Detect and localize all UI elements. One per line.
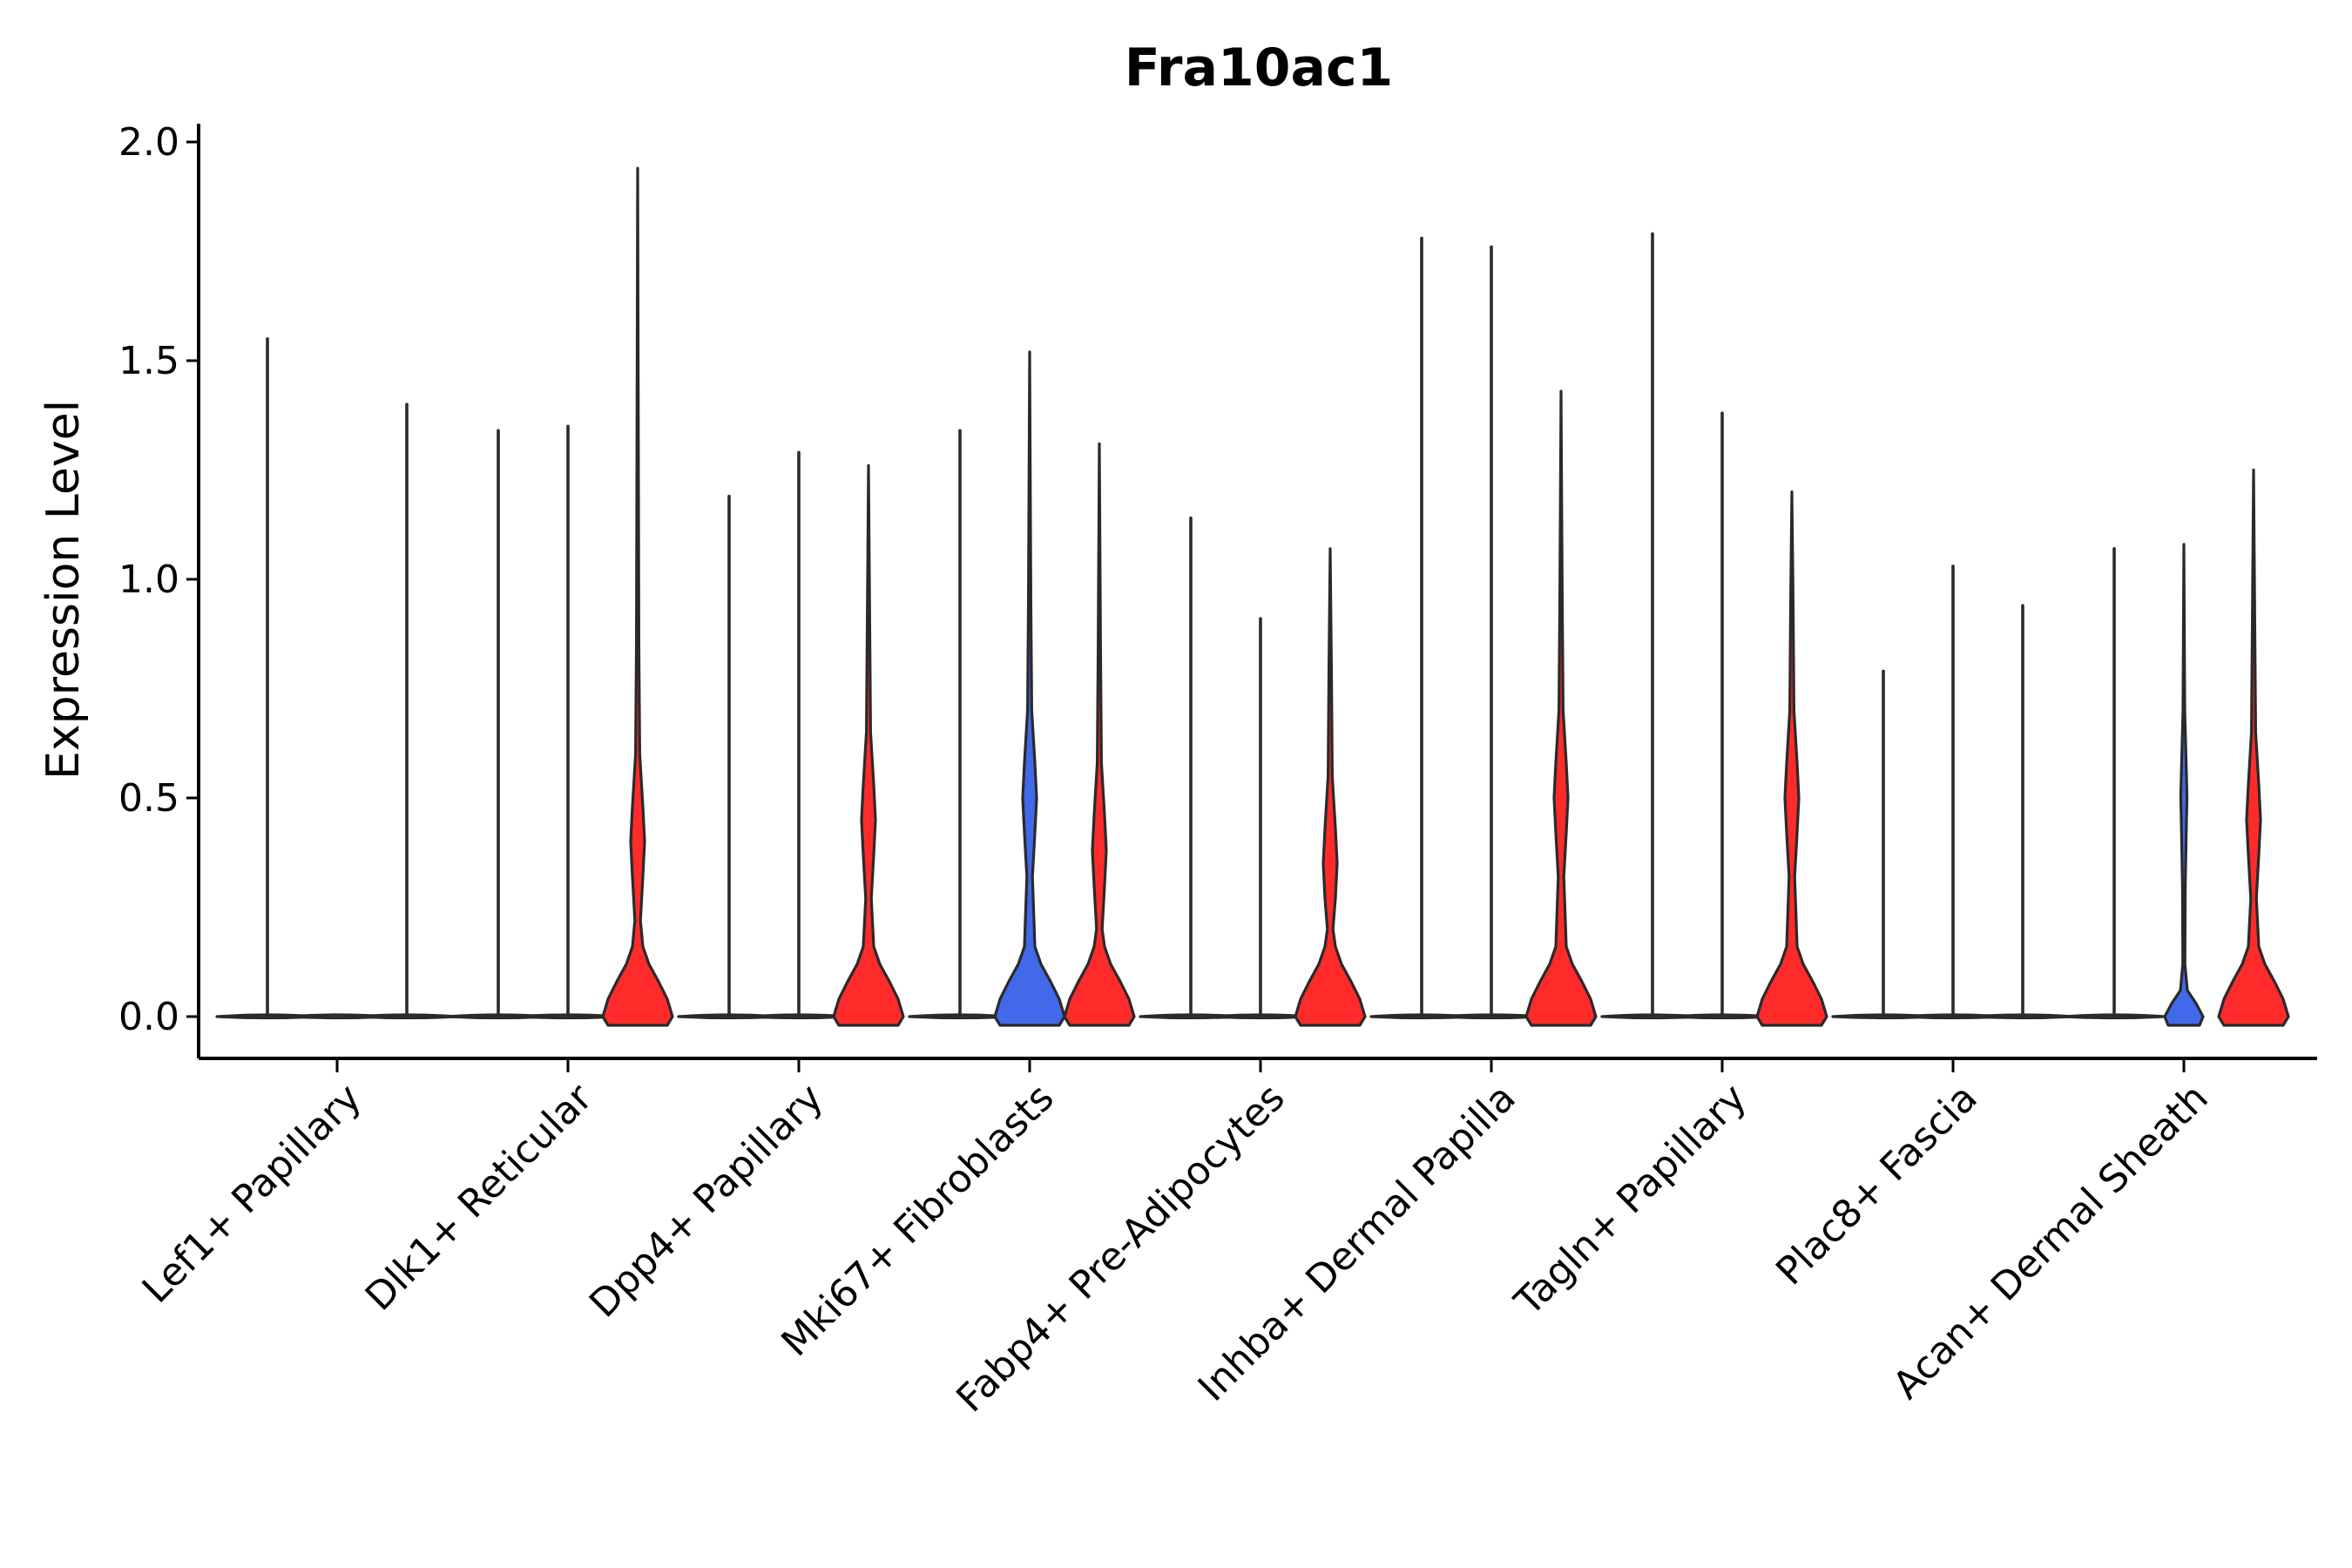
- violin-group: [1831, 564, 2075, 1020]
- chart-title: Fra10ac1: [1125, 37, 1394, 98]
- plot-area: [215, 166, 2290, 1027]
- violin-shape: [601, 166, 674, 1027]
- violin-group: [446, 166, 674, 1027]
- y-tick-label: 2.0: [118, 120, 179, 165]
- violin-shape: [1524, 389, 1598, 1027]
- x-tick-label: Dlk1+ Reticular: [357, 1075, 602, 1320]
- violin-shape: [1294, 547, 1367, 1027]
- y-tick-label: 1.5: [118, 339, 179, 383]
- violin-group: [215, 337, 459, 1020]
- x-tick-label: Dpp4+ Papillary: [581, 1076, 832, 1327]
- violin-shape: [2217, 468, 2290, 1027]
- violin-shape: [993, 350, 1066, 1027]
- violin-shape: [1063, 442, 1136, 1027]
- violin-shape: [2163, 543, 2205, 1027]
- violin-shape: [1755, 490, 1828, 1027]
- y-tick-label: 1.0: [118, 558, 179, 602]
- y-tick-label: 0.0: [118, 995, 179, 1039]
- y-axis: 0.0 0.5 1.0 1.5 2.0: [118, 120, 200, 1058]
- violin-group: [1600, 232, 1828, 1027]
- violin-group: [908, 350, 1136, 1027]
- x-tick-label: Lef1+ Papillary: [134, 1076, 370, 1312]
- x-tick-label: Tagln+ Papillary: [1506, 1076, 1755, 1325]
- violin-shape: [832, 463, 905, 1027]
- violin-group: [1369, 236, 1598, 1027]
- y-tick-label: 0.5: [118, 776, 179, 821]
- violin-group: [677, 450, 905, 1027]
- x-tick-label: Plac8+ Fascia: [1767, 1076, 1986, 1294]
- violin-group: [2062, 468, 2290, 1027]
- y-axis-label: Expression Level: [37, 400, 90, 780]
- violin-group: [1139, 516, 1367, 1027]
